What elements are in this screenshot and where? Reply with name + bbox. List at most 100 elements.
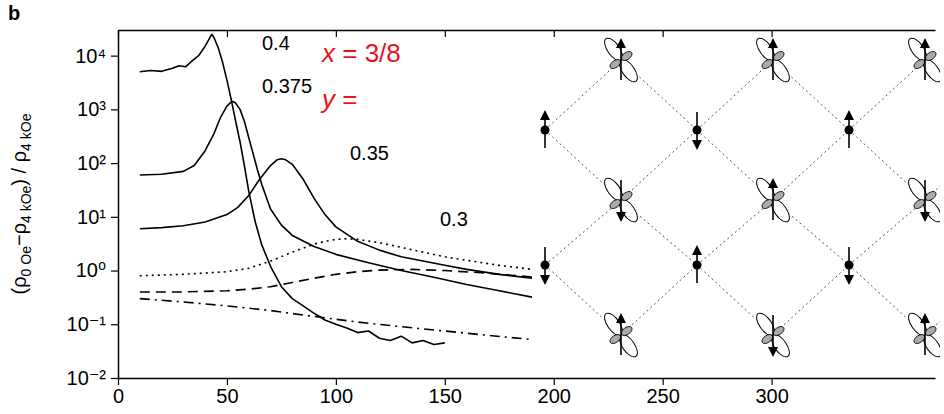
- chain-bond: [545, 60, 621, 130]
- x-tick-label: 0: [113, 385, 124, 407]
- y-axis-title-subscript: 4 kOe: [18, 185, 34, 223]
- y-axis-title-part: ) / ρ: [8, 151, 30, 186]
- annotation: y =: [320, 84, 357, 114]
- top-tick-mark: [227, 30, 228, 37]
- orbital-small-lobe: [772, 50, 786, 63]
- x-tick: 250: [646, 378, 679, 407]
- top-tick-mark: [554, 30, 555, 37]
- orbital: [595, 32, 646, 89]
- orbital-small-lobe: [608, 58, 622, 71]
- top-tick: [445, 30, 446, 37]
- x-tick: 50: [216, 378, 238, 407]
- orbital: [595, 306, 646, 364]
- chain-bond: [697, 60, 773, 130]
- spin-arrow: [772, 40, 774, 80]
- spin-arrow: [848, 247, 850, 283]
- spin-arrow: [620, 180, 622, 220]
- series-line: [140, 102, 532, 298]
- x-tick: 150: [429, 378, 462, 407]
- y-tick-mark: [111, 109, 118, 110]
- top-tick: [227, 30, 228, 37]
- spin-arrow: [848, 112, 850, 148]
- top-tick-mark: [663, 30, 664, 37]
- orbital-small-lobe: [912, 333, 926, 346]
- orbital-small-lobe: [924, 50, 938, 63]
- spin-arrow: [772, 180, 774, 220]
- orbital: [747, 306, 798, 364]
- orbital: [899, 306, 940, 364]
- y-axis-title-part: (ρ: [8, 276, 30, 294]
- y-tick-label: 10⁻¹: [67, 313, 107, 335]
- x-tick-mark: [445, 378, 446, 385]
- x-axis: 050100150200250300: [113, 378, 936, 407]
- x-tick: 0: [113, 378, 124, 407]
- chain-bond: [621, 130, 697, 200]
- orbital: [899, 171, 940, 229]
- y-tick-mark: [111, 217, 118, 218]
- orbital-small-lobe: [912, 58, 926, 71]
- orbital-small-lobe: [620, 50, 634, 63]
- x-tick-mark: [663, 378, 664, 385]
- series-line: [140, 269, 532, 292]
- y-axis-title: (ρ0 Oe−ρ4 kOe) / ρ4 kOe: [8, 113, 34, 294]
- x-axis-line: [119, 378, 936, 380]
- chain-bond: [545, 200, 621, 265]
- orbital-small-lobe: [608, 198, 622, 211]
- series-label: 0.375: [262, 75, 312, 97]
- y-tick: 10¹: [77, 206, 118, 228]
- y-tick-mark: [111, 324, 118, 325]
- orbital-small-lobe: [772, 325, 786, 338]
- top-tick-mark: [445, 30, 446, 37]
- x-tick-mark: [771, 378, 772, 385]
- annotation-rest: = 3/8: [335, 38, 401, 68]
- y-tick-mark: [111, 378, 118, 379]
- y-tick-mark: [111, 56, 118, 57]
- spin-orbital-diagram: [541, 32, 941, 364]
- top-tick: [554, 30, 555, 37]
- series-label: 0.3: [440, 208, 468, 230]
- x-tick-label: 200: [538, 385, 571, 407]
- orbital-small-lobe: [924, 190, 938, 203]
- chart-container: 05010015020025030010⁻²10⁻¹10⁰10¹10²10³10…: [0, 0, 944, 414]
- orbital-small-lobe: [760, 333, 774, 346]
- panel-letter: b: [8, 2, 20, 24]
- y-axis: 10⁻² 10⁻¹ 10⁰ 10¹ 10² 10³ 10⁴: [67, 31, 119, 389]
- x-tick-label: 250: [646, 385, 679, 407]
- top-axis-line: [119, 30, 936, 32]
- y-tick: 10⁻²: [67, 367, 118, 389]
- y-tick: 10⁴: [75, 45, 118, 67]
- y-tick: 10³: [77, 98, 118, 120]
- orbital-small-lobe: [760, 198, 774, 211]
- y-tick: 10⁰: [76, 259, 118, 281]
- series-line: [140, 239, 532, 276]
- y-axis-title-subscript: 4 kOe: [18, 113, 34, 151]
- chain-bond: [925, 130, 940, 200]
- spin-arrow: [696, 247, 698, 283]
- spin-arrow: [620, 315, 622, 355]
- top-tick-mark: [336, 30, 337, 37]
- chain-bond: [849, 200, 925, 265]
- x-tick-label: 150: [429, 385, 462, 407]
- y-tick: 10²: [77, 152, 118, 174]
- orbital: [595, 171, 646, 229]
- orbital: [747, 32, 798, 89]
- y-tick-mark: [111, 270, 118, 271]
- x-tick-mark: [227, 378, 228, 385]
- orbital-small-lobe: [620, 325, 634, 338]
- series-line: [140, 34, 445, 344]
- annotation-italic-part: x: [320, 38, 336, 68]
- spin-arrow: [924, 180, 926, 220]
- top-tick: [336, 30, 337, 37]
- x-tick-label: 50: [216, 385, 238, 407]
- chain-bond: [697, 200, 773, 265]
- chain-bond: [773, 265, 849, 335]
- y-tick-label: 10²: [77, 152, 106, 174]
- chain-bond: [773, 130, 849, 200]
- orbital-small-lobe: [608, 333, 622, 346]
- orbital-small-lobe: [912, 198, 926, 211]
- x-axis-top: [119, 30, 936, 37]
- x-tick-label: 300: [755, 385, 788, 407]
- orbital-small-lobe: [772, 190, 786, 203]
- spin-arrow: [924, 40, 926, 80]
- top-tick: [772, 30, 773, 37]
